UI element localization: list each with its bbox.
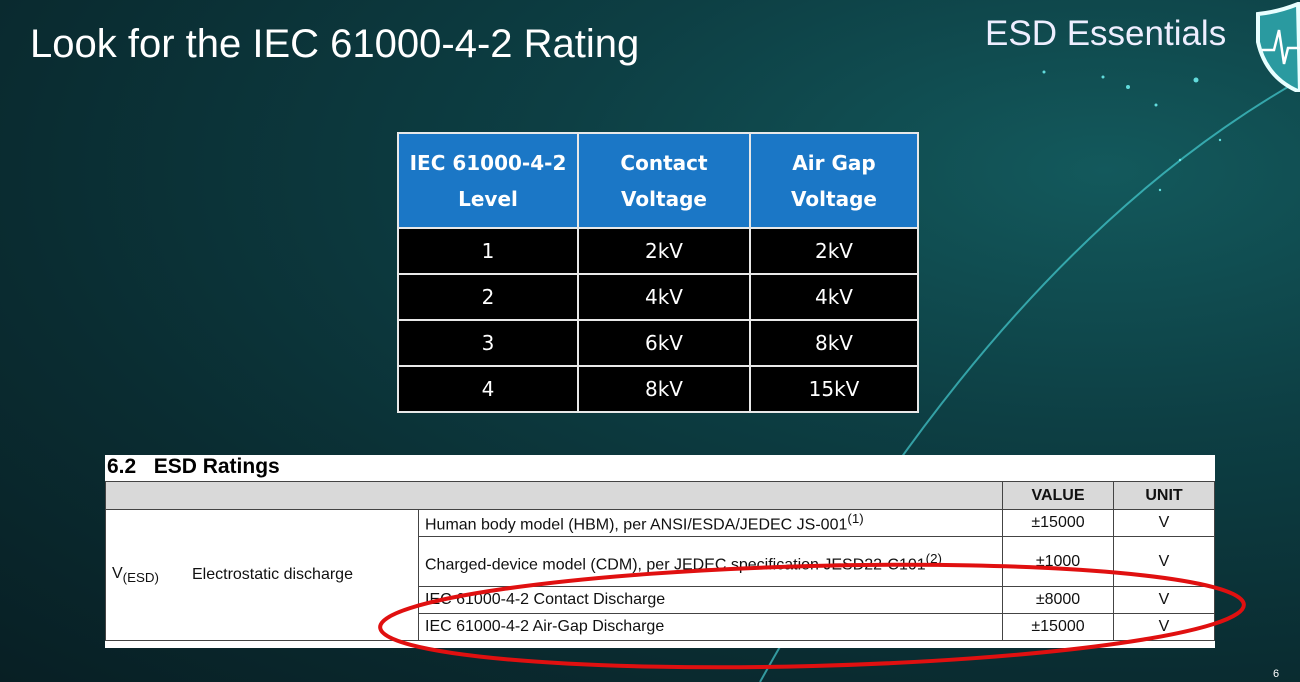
value: ±8000 <box>1002 586 1114 614</box>
brand-name: ESD Essentials <box>985 14 1227 53</box>
esd-ratings-section: 6.2 ESD Ratings VALUE UNIT V(ESD) Electr… <box>105 455 1215 648</box>
iec-levels-table: IEC 61000-4-2 Level Contact Voltage Air … <box>397 132 919 413</box>
table-header-row: IEC 61000-4-2 Level Contact Voltage Air … <box>397 132 919 229</box>
cell: 2 <box>397 273 579 321</box>
footnote: (2) <box>925 550 942 566</box>
symbol: V(ESD) <box>105 509 186 641</box>
parameter: Electrostatic discharge <box>186 509 419 641</box>
table-row: 4 8kV 15kV <box>397 365 919 413</box>
unit: V <box>1113 509 1215 537</box>
value: ±15000 <box>1002 509 1114 537</box>
header-unit: UNIT <box>1113 481 1215 510</box>
section-title: 6.2 ESD Ratings <box>107 455 280 478</box>
symbol-text: V <box>112 564 123 582</box>
esd-ratings-table: VALUE UNIT V(ESD) Electrostatic discharg… <box>105 481 1215 641</box>
value: ±1000 <box>1002 536 1114 587</box>
table-row: V(ESD) Electrostatic discharge Human bod… <box>105 509 1215 641</box>
cell: 8kV <box>577 365 751 413</box>
header-level: IEC 61000-4-2 Level <box>397 132 579 229</box>
table-header-row: VALUE UNIT <box>105 481 1215 510</box>
cell: 1 <box>397 227 579 275</box>
slide-title: Look for the IEC 61000-4-2 Rating <box>30 22 640 66</box>
table-row: 3 6kV 8kV <box>397 319 919 367</box>
table-row: 1 2kV 2kV <box>397 227 919 275</box>
symbol-sub: (ESD) <box>122 570 159 586</box>
shield-heartbeat-icon <box>1256 2 1300 92</box>
cell: 2kV <box>577 227 751 275</box>
unit: V <box>1113 613 1215 641</box>
condition-text: Human body model (HBM), per ANSI/ESDA/JE… <box>425 516 848 534</box>
condition: IEC 61000-4-2 Air-Gap Discharge <box>418 613 1003 641</box>
condition: IEC 61000-4-2 Contact Discharge <box>418 586 1003 614</box>
cell: 8kV <box>749 319 919 367</box>
header-airgap: Air Gap Voltage <box>749 132 919 229</box>
header-contact: Contact Voltage <box>577 132 751 229</box>
unit: V <box>1113 536 1215 587</box>
page-number: 6 <box>1273 668 1280 680</box>
condition-text: Charged-device model (CDM), per JEDEC sp… <box>425 556 926 574</box>
table-row: 2 4kV 4kV <box>397 273 919 321</box>
header-value: VALUE <box>1002 481 1114 510</box>
value: ±15000 <box>1002 613 1114 641</box>
cell: 4 <box>397 365 579 413</box>
unit: V <box>1113 586 1215 614</box>
cell: 15kV <box>749 365 919 413</box>
cell: 2kV <box>749 227 919 275</box>
condition: Charged-device model (CDM), per JEDEC sp… <box>418 536 1003 587</box>
condition: Human body model (HBM), per ANSI/ESDA/JE… <box>418 509 1003 537</box>
cell: 4kV <box>749 273 919 321</box>
footnote: (1) <box>847 511 864 527</box>
cell: 3 <box>397 319 579 367</box>
cell: 6kV <box>577 319 751 367</box>
cell: 4kV <box>577 273 751 321</box>
